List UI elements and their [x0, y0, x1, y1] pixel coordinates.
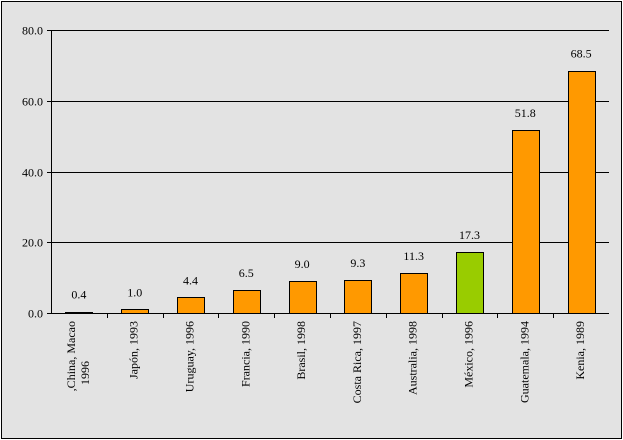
y-tick-label: 80.0 — [22, 24, 43, 38]
bar — [456, 252, 484, 314]
x-tick-label: Guatemala, 1994 — [517, 321, 531, 403]
x-tick-label-line: Guatemala, 1994 — [517, 321, 531, 403]
x-tick-label: Brasil, 1998 — [294, 321, 308, 380]
bar — [177, 297, 205, 314]
x-tick-label-line: Francia, 1990 — [238, 321, 252, 387]
x-tick-label-line: Kenia, 1989 — [573, 321, 587, 380]
x-tick-label: Kenia, 1989 — [573, 321, 587, 380]
data-label: 11.3 — [403, 249, 424, 263]
bar — [121, 309, 149, 314]
data-label: 68.5 — [571, 47, 592, 61]
x-tick-label: Japón, 1993 — [127, 321, 141, 379]
x-tick-label: México, 1996 — [462, 321, 476, 388]
x-tick-label-line: Australia, 1998 — [406, 321, 420, 395]
x-tick-label: Francia, 1990 — [238, 321, 252, 387]
data-label: 4.4 — [183, 273, 198, 287]
data-label: 9.0 — [295, 257, 310, 271]
data-label: 51.8 — [515, 106, 536, 120]
x-tick-label: Uruguay, 1996 — [183, 321, 197, 392]
x-tick-label: Costa Rica, 1997 — [350, 321, 364, 403]
x-tick-label-line: Costa Rica, 1997 — [350, 321, 364, 403]
y-tick-label: 40.0 — [22, 166, 43, 180]
bar — [512, 130, 540, 314]
x-tick-label-line: México, 1996 — [462, 321, 476, 388]
bar — [400, 273, 428, 314]
x-tick-label-line: Japón, 1993 — [127, 321, 141, 379]
bar — [568, 71, 596, 314]
x-tick-label: ,China, Macao1996 — [64, 321, 92, 391]
x-tick-label-line: 1996 — [78, 361, 92, 385]
x-tick-label: Australia, 1998 — [406, 321, 420, 395]
y-tick-label: 60.0 — [22, 95, 43, 109]
data-label: 0.4 — [71, 288, 86, 302]
bar — [65, 312, 93, 314]
bar — [344, 280, 372, 314]
data-label: 17.3 — [459, 228, 480, 242]
x-tick-label-line: Uruguay, 1996 — [183, 321, 197, 392]
y-tick-label: 20.0 — [22, 236, 43, 250]
bar — [233, 290, 261, 314]
data-label: 9.3 — [350, 256, 365, 270]
x-tick-label-line: ,China, Macao — [64, 321, 78, 391]
data-label: 1.0 — [127, 285, 142, 299]
y-tick-label: 0.0 — [28, 307, 43, 321]
x-tick-label-line: Brasil, 1998 — [294, 321, 308, 380]
bar — [289, 281, 317, 314]
data-label: 6.5 — [239, 266, 254, 280]
